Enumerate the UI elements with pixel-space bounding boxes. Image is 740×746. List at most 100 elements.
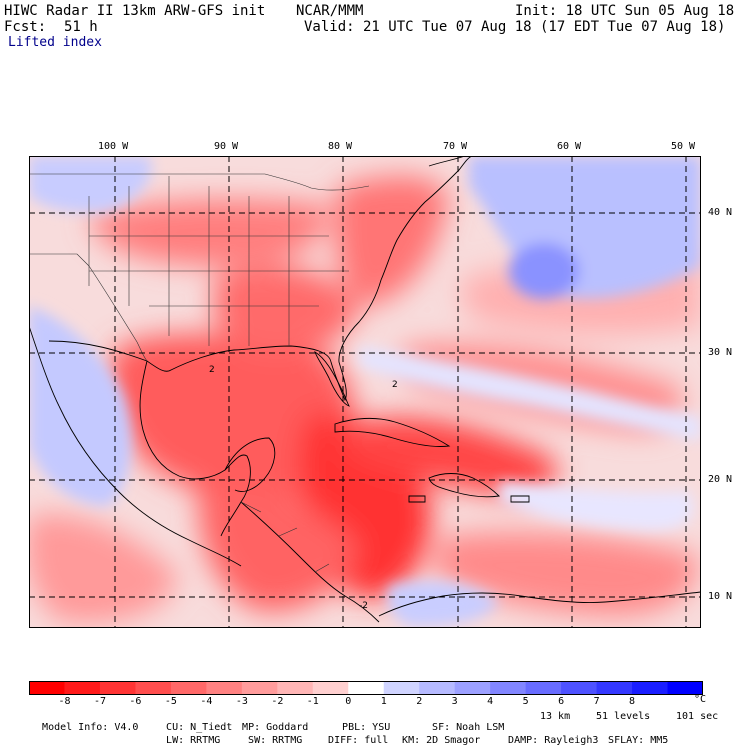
microphysics-key: MP: <box>242 722 261 733</box>
colorbar-swatch <box>490 681 527 695</box>
pbl-key: PBL: <box>342 722 367 733</box>
cuba-outline <box>334 417 451 447</box>
colorbar-label: -5 <box>164 696 177 707</box>
colorbar-swatch <box>667 681 703 695</box>
contour-label-positive-gulf: 2 <box>209 365 215 375</box>
microphysics-value: Goddard <box>266 722 309 733</box>
stable-vortex-core <box>509 243 579 299</box>
hispaniola-outline <box>428 473 500 498</box>
puerto-rico-outline <box>510 495 530 503</box>
central-america-coastline <box>240 501 380 623</box>
surface-layer-key: SFLAY: <box>608 735 645 746</box>
colorbar-label: -4 <box>200 696 213 707</box>
colorbar-swatch <box>561 681 598 695</box>
diffusion-value: full <box>364 735 389 746</box>
shortwave-value: RRTMG <box>272 735 303 746</box>
time-step: 101 sec <box>676 711 719 722</box>
south-america-coastline <box>378 591 701 617</box>
unstable-region-tropical-atlantic <box>433 532 699 616</box>
damping-key: DAMP: <box>508 735 539 746</box>
map-border <box>29 156 701 628</box>
model-title: HIWC Radar II 13km ARW-GFS init <box>4 3 266 19</box>
init-time: Init: 18 UTC Sun 05 Aug 18 <box>515 3 735 19</box>
stable-field <box>29 156 701 627</box>
central-america-borders <box>240 501 330 573</box>
longwave-key: LW: <box>166 735 185 746</box>
colorbar-label: -6 <box>129 696 142 707</box>
unstable-region-gulf <box>108 333 356 501</box>
colorbar-label: -8 <box>58 696 71 707</box>
colorbar-swatch <box>64 681 101 695</box>
model-info-value: V4.0 <box>114 722 139 733</box>
lat-label-20n: 20 N <box>708 474 733 485</box>
yucatan-outline <box>224 437 276 492</box>
shortwave-scheme: SW: RRTMG <box>236 724 302 746</box>
colorbar-swatch <box>135 681 172 695</box>
colorbar-label: 0 <box>345 696 352 707</box>
damping-value: Rayleigh3 <box>544 735 599 746</box>
stable-region-northern-plains <box>29 156 152 213</box>
valid-time: Valid: 21 UTC Tue 07 Aug 18 (17 EDT Tue … <box>304 19 726 35</box>
colorbar-label: 1 <box>380 696 387 707</box>
colorbar-label: 8 <box>629 696 636 707</box>
cumulus-scheme: CU: N_Tiedt <box>154 711 232 733</box>
unstable-region-eastern-pacific <box>29 514 179 623</box>
unstable-region-central-america <box>198 484 359 612</box>
colorbar-swatch <box>383 681 420 695</box>
stable-band-subtropical-ridge <box>359 346 701 441</box>
cumulus-key: CU: <box>166 722 185 733</box>
shortwave-key: SW: <box>248 735 267 746</box>
surface-layer-scheme: SFLAY: MM5 <box>596 724 668 746</box>
longwave-scheme: LW: RRTMG <box>154 724 220 746</box>
colorbar-label: -3 <box>235 696 248 707</box>
state-boundary-lines <box>88 176 349 346</box>
unstable-region-antilles <box>340 417 558 496</box>
lon-label-70w: 70 W <box>443 141 468 152</box>
colorbar-label: -1 <box>306 696 319 707</box>
lifted-index-colorbar <box>29 681 703 695</box>
vertical-levels: 51 levels <box>596 711 651 722</box>
colorbar-label: 3 <box>451 696 458 707</box>
colorbar-label: -7 <box>93 696 106 707</box>
colorbar-swatch <box>596 681 633 695</box>
lat-label-10n: 10 N <box>708 591 733 602</box>
lifted-index-map: 2 2 -2 <box>29 156 701 628</box>
forecast-hour: 51 h <box>64 19 98 35</box>
colorbar-swatch <box>206 681 243 695</box>
km-scheme: KM: 2D Smagor <box>390 724 480 746</box>
lat-label-40n: 40 N <box>708 207 733 218</box>
colorbar-swatch <box>525 681 562 695</box>
baja-california-outline <box>29 325 60 407</box>
colorbar-label: 7 <box>593 696 600 707</box>
colorbar-swatch <box>29 681 65 695</box>
field-name: Lifted index <box>8 35 102 50</box>
diffusion-scheme: DIFF: full <box>316 724 388 746</box>
damping-scheme: DAMP: Rayleigh3 <box>496 724 598 746</box>
colorbar-label: 2 <box>416 696 423 707</box>
colorbar-label: 5 <box>522 696 529 707</box>
us-gulf-coastline <box>48 156 474 402</box>
contour-label-positive-atlantic: 2 <box>392 380 398 390</box>
pbl-scheme: PBL: YSU <box>330 711 390 733</box>
colorbar-label: 4 <box>487 696 494 707</box>
grid-spacing: 13 km <box>540 711 571 722</box>
stable-region-south-atlantic <box>499 481 694 531</box>
political-borders <box>29 173 370 573</box>
surface-value: Noah LSM <box>456 722 505 733</box>
km-value: 2D Smagor <box>426 735 481 746</box>
colorbar-label: 6 <box>558 696 565 707</box>
cumulus-value: N_Tiedt <box>190 722 233 733</box>
colorbar-unit: °C <box>694 694 707 705</box>
lon-label-90w: 90 W <box>214 141 239 152</box>
km-key: KM: <box>402 735 421 746</box>
mexico-pacific-coastline <box>58 405 242 567</box>
lon-label-80w: 80 W <box>328 141 353 152</box>
stable-region-mexico-highlands <box>29 306 132 506</box>
florida-outline <box>314 350 350 407</box>
us-mexico-border <box>29 253 148 362</box>
microphysics-scheme: MP: Goddard <box>230 711 308 733</box>
colorbar-swatch <box>277 681 314 695</box>
stable-region-northern-south-america <box>387 581 499 627</box>
longwave-value: RRTMG <box>190 735 221 746</box>
us-canada-border <box>29 173 370 191</box>
